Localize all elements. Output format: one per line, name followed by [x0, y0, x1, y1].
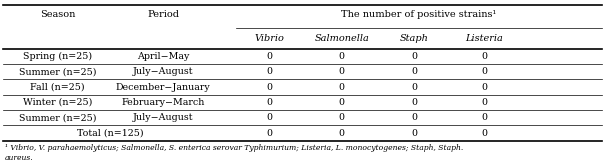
Text: December−January: December−January [116, 82, 211, 92]
Text: July−August: July−August [133, 113, 194, 122]
Text: 0: 0 [339, 82, 345, 92]
Text: 0: 0 [339, 98, 345, 107]
Text: Total (n=125): Total (n=125) [77, 128, 144, 138]
Text: 0: 0 [411, 113, 417, 122]
Text: Summer (n=25): Summer (n=25) [19, 67, 96, 76]
Text: 0: 0 [339, 67, 345, 76]
Text: 0: 0 [481, 98, 487, 107]
Text: 0: 0 [266, 67, 272, 76]
Text: 0: 0 [481, 113, 487, 122]
Text: 0: 0 [266, 98, 272, 107]
Text: Staph: Staph [400, 34, 429, 43]
Text: 0: 0 [481, 82, 487, 92]
Text: 0: 0 [411, 128, 417, 138]
Text: 0: 0 [481, 128, 487, 138]
Text: Season: Season [40, 10, 75, 19]
Text: February−March: February−March [122, 98, 205, 107]
Text: Fall (n=25): Fall (n=25) [30, 82, 85, 92]
Text: 0: 0 [411, 82, 417, 92]
Text: 0: 0 [411, 52, 417, 61]
Text: 0: 0 [339, 113, 345, 122]
Text: July−August: July−August [133, 67, 194, 76]
Text: 0: 0 [481, 52, 487, 61]
Text: Summer (n=25): Summer (n=25) [19, 113, 96, 122]
Text: 0: 0 [266, 82, 272, 92]
Text: The number of positive strains¹: The number of positive strains¹ [341, 10, 497, 19]
Text: 0: 0 [266, 128, 272, 138]
Text: Winter (n=25): Winter (n=25) [23, 98, 92, 107]
Text: Listeria: Listeria [465, 34, 503, 43]
Text: 0: 0 [411, 98, 417, 107]
Text: 0: 0 [266, 113, 272, 122]
Text: ¹ Vibrio, V. parahaemolyticus; Salmonella, S. enterica serovar Typhimurium; List: ¹ Vibrio, V. parahaemolyticus; Salmonell… [5, 143, 463, 152]
Text: 0: 0 [266, 52, 272, 61]
Text: aureus.: aureus. [5, 154, 33, 162]
Text: Period: Period [148, 10, 179, 19]
Text: Spring (n=25): Spring (n=25) [23, 52, 92, 61]
Text: Vibrio: Vibrio [254, 34, 284, 43]
Text: 0: 0 [339, 128, 345, 138]
Text: 0: 0 [411, 67, 417, 76]
Text: 0: 0 [339, 52, 345, 61]
Text: Salmonella: Salmonella [315, 34, 369, 43]
Text: 0: 0 [481, 67, 487, 76]
Text: April−May: April−May [137, 52, 189, 61]
